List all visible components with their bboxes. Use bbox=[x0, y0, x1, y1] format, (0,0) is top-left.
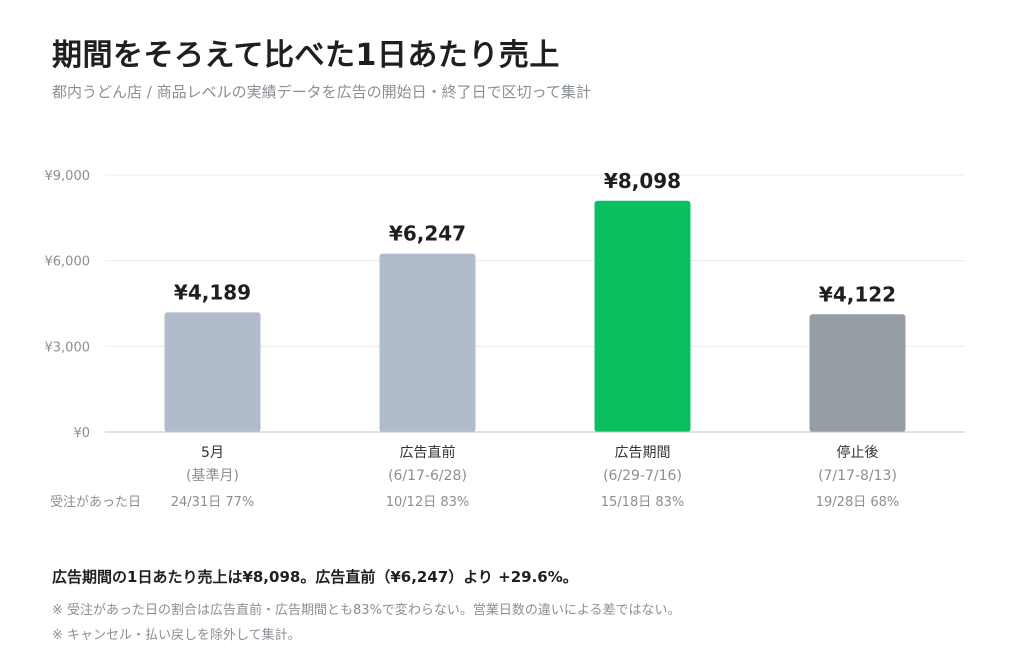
bar-value-label: ¥4,189 bbox=[174, 280, 251, 304]
note-order-ratio: ※ 受注があった日の割合は広告直前・広告期間とも83%で変わらない。営業日数の違… bbox=[52, 603, 681, 618]
summary-text: 広告期間の1日あたり売上は¥8,098。広告直前（¥6,247）より +29.6… bbox=[52, 568, 578, 586]
chart-subtitle: 都内うどん店 / 商品レベルの実績データを広告の開始日・終了日で区切って集計 bbox=[52, 83, 591, 101]
x-category-label: 広告直前 bbox=[400, 444, 456, 461]
bar bbox=[164, 312, 261, 432]
x-category-sublabel: (6/17-6/28) bbox=[388, 468, 467, 484]
note-exclusion: ※ キャンセル・払い戻しを除外して集計。 bbox=[52, 628, 301, 643]
bar bbox=[379, 253, 476, 432]
order-days-value: 10/12日 83% bbox=[386, 495, 470, 510]
y-tick-label: ¥6,000 bbox=[45, 255, 91, 270]
chart-title: 期間をそろえて比べた1日あたり売上 bbox=[52, 38, 560, 73]
order-days-value: 24/31日 77% bbox=[171, 495, 255, 510]
y-tick-label: ¥9,000 bbox=[45, 169, 91, 184]
x-category-label: 広告期間 bbox=[615, 445, 671, 461]
y-tick-label: ¥3,000 bbox=[45, 340, 91, 355]
x-category-label: 停止後 bbox=[837, 444, 879, 461]
bar bbox=[594, 200, 691, 432]
bar bbox=[809, 314, 906, 432]
bar-value-label: ¥6,247 bbox=[389, 222, 466, 246]
y-tick-label: ¥0 bbox=[73, 426, 90, 441]
x-category-label: 5月 bbox=[201, 445, 224, 461]
order-row-label: 受注があった日 bbox=[50, 495, 141, 510]
x-category-sublabel: (6/29-7/16) bbox=[603, 468, 682, 484]
bar-chart: ¥0 ¥3,000 ¥6,000 ¥9,000 ¥4,189 5月 (基準月) 24/31日 … bbox=[45, 169, 965, 510]
order-days-value: 19/28日 68% bbox=[816, 495, 900, 510]
x-category-sublabel: (7/17-8/13) bbox=[818, 468, 897, 484]
x-category-sublabel: (基準月) bbox=[186, 467, 239, 484]
bar-value-label: ¥8,098 bbox=[604, 169, 681, 193]
order-days-value: 15/18日 83% bbox=[601, 495, 685, 510]
bar-value-label: ¥4,122 bbox=[819, 282, 896, 306]
